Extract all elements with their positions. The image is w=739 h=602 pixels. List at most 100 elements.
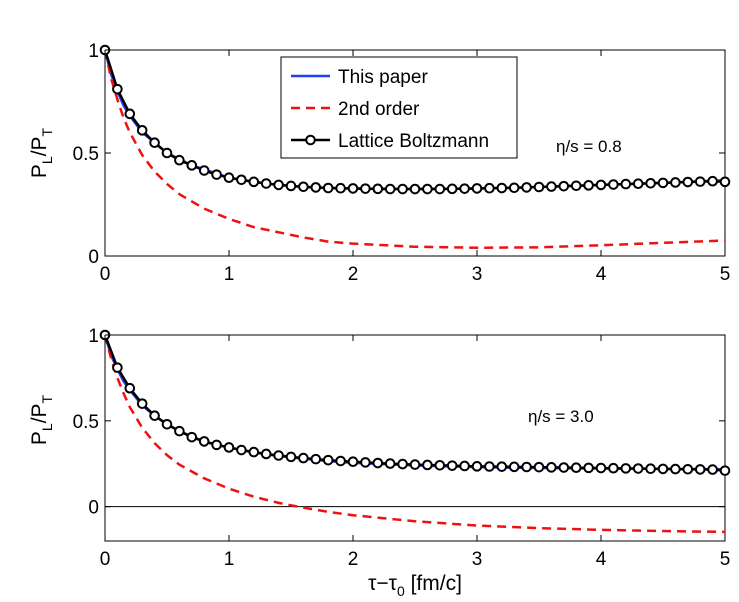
- top-marker-lattice-boltzmann: [558, 180, 570, 192]
- top-marker-lattice-boltzmann: [112, 83, 123, 95]
- bottom-annotation: η/s = 3.0: [528, 407, 594, 426]
- top-ylabel-sub-t: T: [39, 127, 55, 136]
- bottom-marker-lattice-boltzmann: [149, 410, 160, 421]
- bottom-marker-lattice-boltzmann: [360, 457, 371, 468]
- bottom-marker-lattice-boltzmann: [645, 463, 656, 475]
- top-marker-lattice-boltzmann: [570, 180, 582, 192]
- top-axis-ticks: 0 1 2 3 4 5 0 0.5 1: [73, 41, 731, 285]
- top-marker-lattice-boltzmann: [632, 178, 644, 189]
- top-marker-lattice-boltzmann: [694, 176, 706, 187]
- bottom-ylabel-sep: /P: [28, 403, 51, 423]
- bottom-marker-lattice-boltzmann: [335, 455, 346, 467]
- bottom-marker-lattice-boltzmann: [285, 451, 297, 463]
- bottom-marker-lattice-boltzmann: [670, 463, 681, 475]
- bottom-marker-lattice-boltzmann: [322, 454, 334, 466]
- legend-label-2nd-order: 2nd order: [338, 99, 420, 120]
- bottom-marker-lattice-boltzmann: [236, 444, 247, 456]
- top-marker-lattice-boltzmann: [223, 172, 235, 184]
- top-marker-lattice-boltzmann: [620, 178, 632, 190]
- bottom-marker-lattice-boltzmann: [446, 460, 458, 471]
- bottom-marker-lattice-boltzmann: [112, 362, 123, 373]
- bottom-xtick-label: 3: [472, 549, 483, 570]
- bottom-marker-lattice-boltzmann: [508, 461, 520, 473]
- bottom-marker-lattice-boltzmann: [682, 463, 694, 475]
- bottom-marker-lattice-boltzmann: [484, 461, 495, 472]
- bottom-marker-lattice-boltzmann: [620, 463, 632, 474]
- bottom-marker-lattice-boltzmann: [248, 446, 260, 458]
- top-marker-lattice-boltzmann: [360, 183, 371, 194]
- top-ylabel: PL/PT: [28, 127, 55, 178]
- top-marker-lattice-boltzmann: [248, 176, 260, 188]
- top-annotation: η/s = 0.8: [556, 137, 622, 156]
- top-marker-lattice-boltzmann: [583, 180, 594, 191]
- top-marker-lattice-boltzmann: [719, 176, 731, 188]
- bottom-marker-lattice-boltzmann: [434, 460, 446, 471]
- top-xtick-label: 4: [596, 264, 607, 285]
- top-series-2nd-order: [103, 49, 726, 250]
- legend-label-lattice-boltzmann: Lattice Boltzmann: [338, 131, 489, 152]
- bottom-marker-lattice-boltzmann: [298, 452, 309, 464]
- bottom-marker-lattice-boltzmann: [521, 461, 532, 473]
- bottom-marker-lattice-boltzmann: [595, 462, 607, 474]
- bottom-xtick-label: 5: [720, 549, 731, 570]
- bottom-marker-lattice-boltzmann: [533, 461, 545, 473]
- top-marker-lattice-boltzmann: [707, 175, 718, 187]
- bottom-marker-lattice-boltzmann: [558, 462, 570, 473]
- bottom-ylabel-sub-l: L: [39, 423, 55, 431]
- top-marker-lattice-boltzmann: [310, 182, 322, 193]
- bottom-marker-lattice-boltzmann: [384, 458, 396, 469]
- top-marker-lattice-boltzmann: [484, 182, 495, 194]
- bottom-marker-lattice-boltzmann: [260, 448, 272, 460]
- bottom-marker-lattice-boltzmann: [459, 460, 470, 472]
- bottom-ylabel-p: P: [28, 431, 51, 445]
- top-panel: 0 1 2 3 4 5 0 0.5 1 η/s = 0.8 PL/PT This paper 2…: [28, 41, 731, 285]
- bottom-marker-lattice-boltzmann: [273, 450, 284, 461]
- bottom-series-2nd-order: [103, 334, 726, 534]
- top-marker-lattice-boltzmann: [434, 183, 446, 195]
- top-marker-lattice-boltzmann: [136, 125, 148, 136]
- top-marker-lattice-boltzmann: [670, 177, 681, 188]
- top-marker-lattice-boltzmann: [446, 183, 458, 195]
- top-marker-lattice-boltzmann: [186, 160, 198, 171]
- top-marker-lattice-boltzmann: [471, 183, 483, 194]
- top-marker-lattice-boltzmann: [397, 183, 408, 195]
- legend: This paper 2nd order Lattice Boltzmann: [280, 56, 518, 159]
- bottom-marker-lattice-boltzmann: [608, 462, 619, 474]
- top-marker-lattice-boltzmann: [682, 176, 694, 188]
- bottom-marker-lattice-boltzmann: [632, 463, 644, 474]
- top-xtick-label: 1: [224, 264, 235, 285]
- bottom-marker-lattice-boltzmann: [347, 456, 359, 467]
- bottom-marker-lattice-boltzmann: [174, 425, 185, 437]
- bottom-xtick-label: 1: [224, 549, 235, 570]
- bottom-marker-lattice-boltzmann: [694, 464, 706, 475]
- top-marker-lattice-boltzmann: [372, 183, 384, 195]
- bottom-marker-lattice-boltzmann: [223, 442, 235, 453]
- top-ylabel-p: P: [28, 164, 51, 178]
- bottom-marker-lattice-boltzmann: [136, 398, 148, 409]
- bottom-marker-lattice-boltzmann: [211, 439, 222, 451]
- top-marker-lattice-boltzmann: [174, 154, 185, 166]
- bottom-marker-lattice-boltzmann: [372, 457, 384, 469]
- top-marker-lattice-boltzmann: [236, 174, 247, 186]
- bottom-marker-lattice-boltzmann: [583, 462, 594, 474]
- top-marker-lattice-boltzmann: [285, 180, 297, 192]
- top-xtick-label: 0: [100, 264, 111, 285]
- top-marker-lattice-boltzmann: [645, 177, 656, 189]
- top-marker-lattice-boltzmann: [422, 183, 433, 195]
- top-marker-lattice-boltzmann: [608, 179, 619, 190]
- top-xtick-label: 5: [720, 264, 731, 285]
- bottom-xtick-label: 4: [596, 549, 607, 570]
- bottom-xlabel-sub: 0: [397, 583, 405, 599]
- top-marker-lattice-boltzmann: [211, 169, 222, 180]
- bottom-marker-lattice-boltzmann: [310, 453, 322, 465]
- bottom-marker-lattice-boltzmann: [471, 461, 483, 472]
- bottom-ytick-label: 0: [88, 498, 99, 519]
- bottom-marker-lattice-boltzmann: [657, 463, 669, 475]
- top-xtick-label: 2: [348, 264, 359, 285]
- top-marker-lattice-boltzmann: [546, 181, 557, 192]
- top-ylabel-sep: /P: [28, 136, 51, 156]
- bottom-xtick-label: 0: [100, 549, 111, 570]
- bottom-xtick-label: 2: [348, 549, 359, 570]
- top-marker-lattice-boltzmann: [347, 183, 359, 194]
